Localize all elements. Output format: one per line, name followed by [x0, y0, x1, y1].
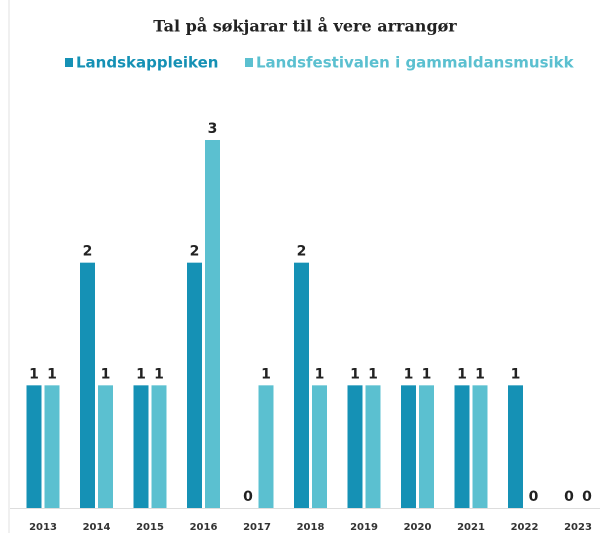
value-label: 2 [190, 244, 200, 260]
legend-swatch [65, 58, 73, 67]
bar [98, 385, 113, 508]
x-tick-label: 2016 [190, 522, 218, 533]
value-label: 1 [47, 366, 57, 382]
value-label: 1 [368, 366, 378, 382]
bar [472, 385, 488, 508]
bar [508, 385, 523, 508]
legend-label: Landskappleiken [76, 54, 218, 72]
value-label: 0 [582, 489, 592, 505]
x-tick-label: 2022 [511, 522, 539, 533]
x-tick-label: 2019 [350, 522, 378, 533]
x-tick-label: 2014 [83, 522, 111, 533]
value-label: 0 [243, 489, 253, 505]
value-label: 1 [422, 366, 432, 382]
bar [454, 385, 470, 508]
bar [258, 385, 274, 508]
bar [133, 385, 149, 508]
value-label: 0 [529, 489, 539, 505]
x-tick-label: 2018 [297, 522, 325, 533]
bar [312, 385, 327, 508]
legend-label: Landsfestivalen i gammaldansmusikk [256, 54, 575, 72]
bar [151, 385, 167, 508]
x-tick-label: 2013 [29, 522, 57, 533]
bar [44, 385, 60, 508]
value-label: 1 [101, 366, 111, 382]
x-tick-label: 2015 [136, 522, 164, 533]
x-tick-label: 2020 [404, 522, 432, 533]
value-label: 1 [136, 366, 146, 382]
bar [294, 262, 309, 508]
value-label: 1 [261, 366, 271, 382]
bar [80, 262, 95, 508]
x-tick-label: 2023 [564, 522, 592, 533]
bar [419, 385, 434, 508]
value-label: 1 [511, 366, 521, 382]
value-label: 1 [350, 366, 360, 382]
bar [365, 385, 381, 508]
bar [26, 385, 42, 508]
value-label: 1 [457, 366, 467, 382]
value-label: 2 [83, 244, 93, 260]
value-label: 1 [29, 366, 39, 382]
value-label: 1 [475, 366, 485, 382]
bar [187, 262, 202, 508]
value-label: 1 [154, 366, 164, 382]
legend-swatch [245, 58, 253, 67]
value-label: 3 [208, 121, 218, 137]
x-tick-label: 2021 [457, 522, 485, 533]
bar [401, 385, 416, 508]
x-tick-label: 2017 [243, 522, 271, 533]
chart-title: Tal på søkjarar til å vere arrangør [153, 16, 457, 36]
bar [347, 385, 363, 508]
value-label: 2 [297, 244, 307, 260]
value-label: 0 [564, 489, 574, 505]
value-label: 1 [315, 366, 325, 382]
value-label: 1 [404, 366, 414, 382]
bar [205, 140, 220, 508]
